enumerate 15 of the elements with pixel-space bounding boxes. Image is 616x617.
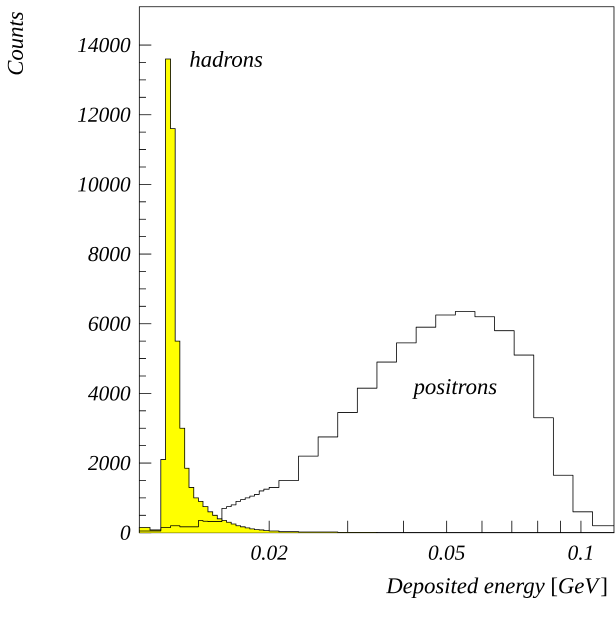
y-tick-label: 10000 bbox=[78, 177, 130, 192]
y-axis-title: Counts bbox=[8, 12, 24, 74]
x-tick-label: 0.05 bbox=[428, 545, 465, 560]
y-tick-label: 12000 bbox=[78, 108, 130, 122]
x-axis-title: Deposited energy [GeV] bbox=[386, 577, 606, 598]
legend-label: hadrons bbox=[190, 51, 262, 67]
y-tick-label: 4000 bbox=[88, 386, 130, 401]
y-tick-label: 14000 bbox=[78, 38, 130, 52]
y-tick-label: 6000 bbox=[88, 316, 130, 331]
y-tick-label: 0 bbox=[120, 526, 130, 540]
y-tick-label: 8000 bbox=[88, 246, 130, 262]
x-tick-label: 0.02 bbox=[251, 545, 288, 560]
series-label: positrons bbox=[412, 379, 496, 399]
x-tick-label: 0.1 bbox=[568, 545, 592, 560]
y-tick-label: 2000 bbox=[88, 456, 130, 470]
